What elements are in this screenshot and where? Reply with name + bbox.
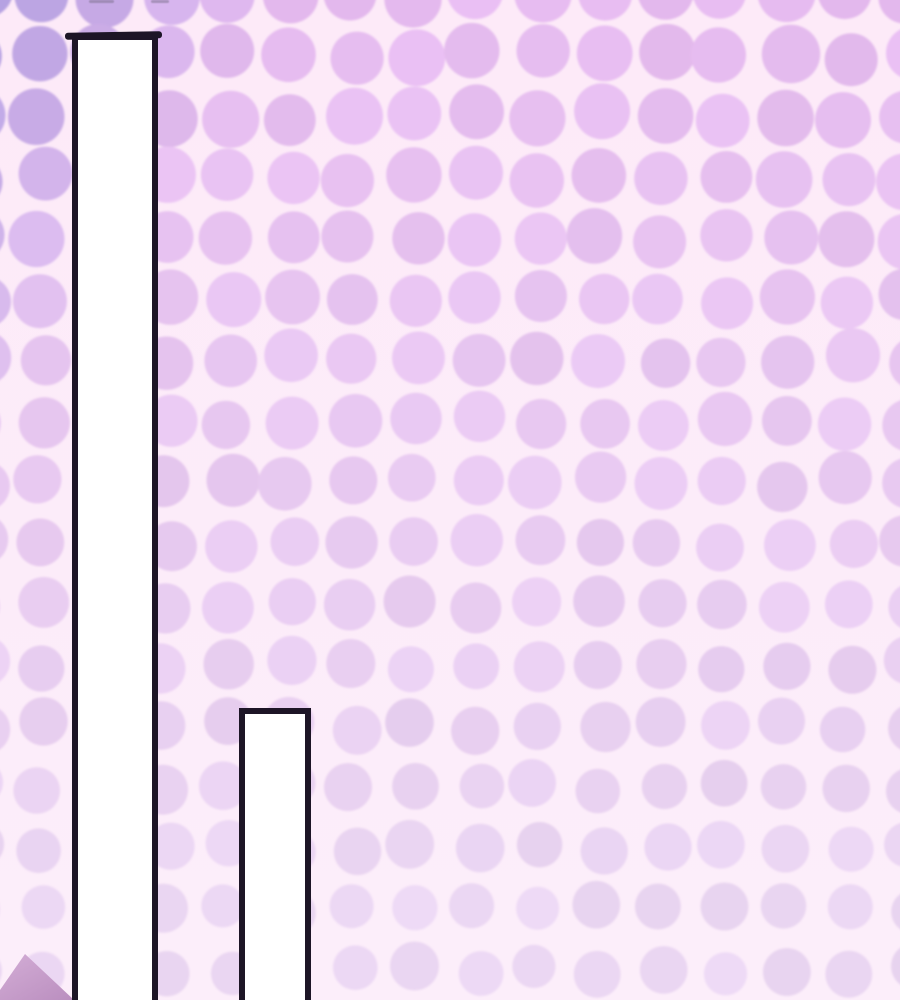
top-edge-ink-mark (89, 0, 114, 3)
vertical-panel-left (72, 34, 158, 1000)
vertical-panel-right (239, 708, 311, 1000)
top-edge-ink-mark (151, 0, 169, 3)
